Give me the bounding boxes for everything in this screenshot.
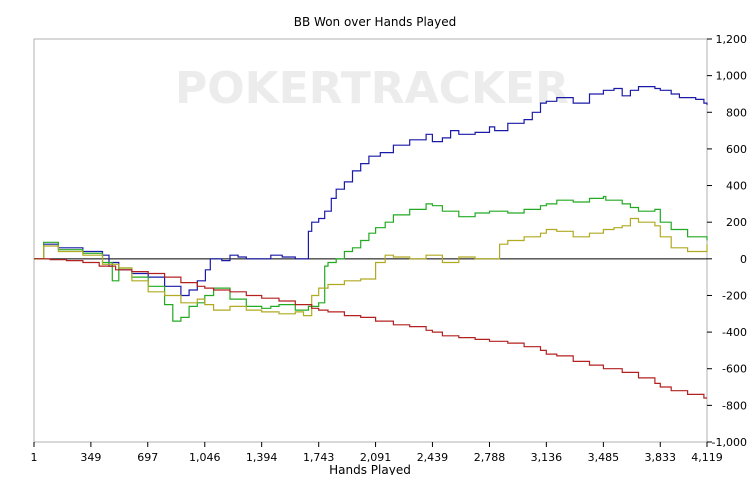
- y-tick-label: 200: [726, 216, 747, 229]
- x-tick-label: 697: [137, 451, 158, 464]
- x-axis-ticks: 1 349 697 1,046 1,394 1,743 2,091 2,439 2,788 3,1…: [31, 442, 723, 464]
- y-tick-label: -200: [722, 289, 747, 302]
- x-tick-label: 349: [80, 451, 101, 464]
- x-tick-label: 4,119: [691, 451, 723, 464]
- x-tick-label: 1,743: [303, 451, 335, 464]
- series-line-3: [34, 217, 708, 317]
- x-axis-label: Hands Played: [329, 463, 411, 475]
- chart-title: BB Won over Hands Played: [294, 15, 456, 29]
- y-tick-label: 0: [740, 253, 747, 266]
- series-line-1: [34, 86, 708, 297]
- x-tick-label: 2,091: [360, 451, 392, 464]
- y-tick-label: -1,000: [712, 436, 747, 449]
- y-tick-label: 800: [726, 106, 747, 119]
- y-tick-label: 400: [726, 180, 747, 193]
- y-tick-label: 600: [726, 143, 747, 156]
- watermark: POKERTRACKER: [175, 63, 569, 114]
- x-tick-label: 2,788: [474, 451, 506, 464]
- y-tick-label: 1,000: [716, 70, 748, 83]
- series-group: [34, 86, 708, 399]
- x-tick-label: 1,394: [246, 451, 278, 464]
- y-tick-label: 1,200: [716, 33, 748, 46]
- y-tick-label: -400: [722, 326, 747, 339]
- y-tick-label: -800: [722, 399, 747, 412]
- series-line-2: [34, 195, 708, 322]
- x-tick-label: 1: [31, 451, 38, 464]
- y-tick-label: -600: [722, 363, 747, 376]
- x-tick-label: 3,485: [588, 451, 620, 464]
- x-tick-label: 1,046: [189, 451, 221, 464]
- series-line-4: [34, 258, 707, 399]
- x-tick-label: 3,136: [531, 451, 563, 464]
- x-tick-label: 2,439: [417, 451, 449, 464]
- x-tick-label: 3,833: [645, 451, 677, 464]
- y-axis-ticks: -1,000 -800 -600 -400 -200 0 200 400 600 800 1,000…: [707, 33, 747, 449]
